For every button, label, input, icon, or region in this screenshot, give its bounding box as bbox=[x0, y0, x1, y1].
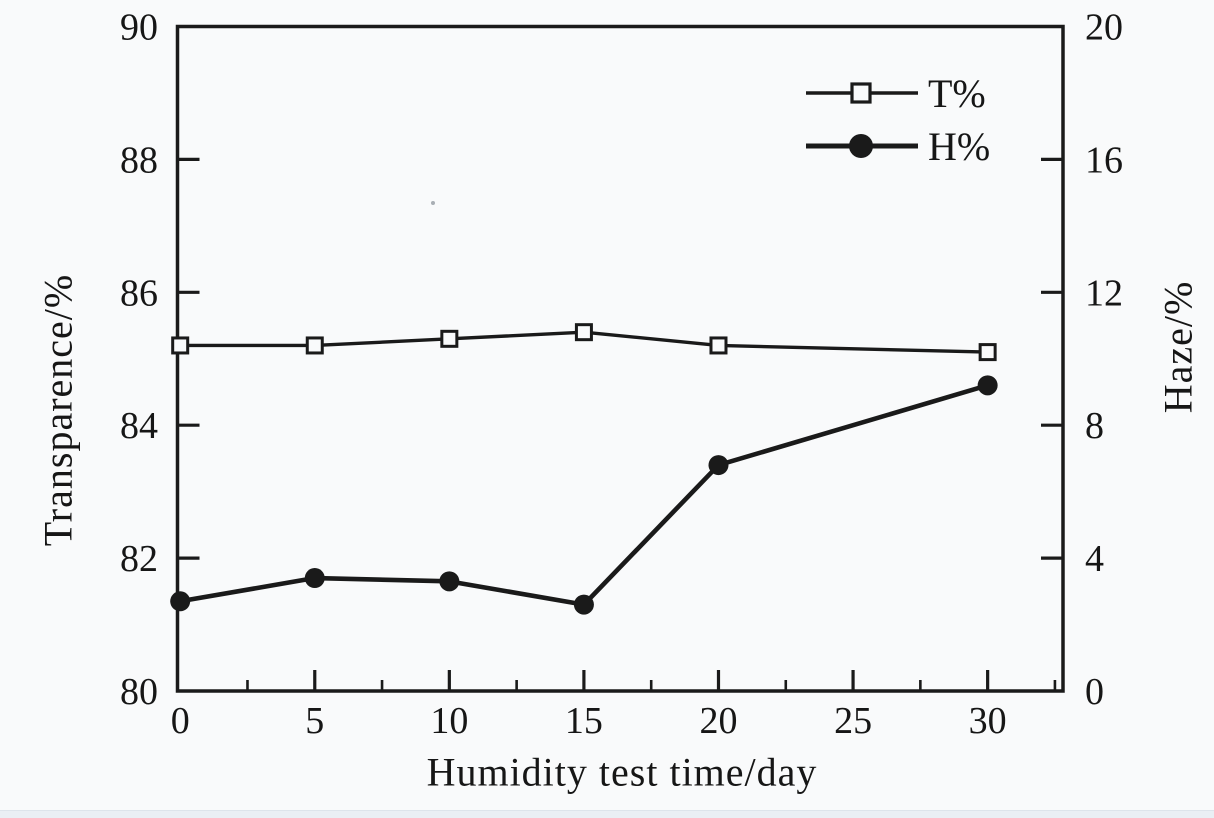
x-tick-label: 5 bbox=[305, 700, 324, 742]
x-tick-label: 20 bbox=[699, 700, 737, 742]
data-point-filled-circle bbox=[708, 455, 729, 476]
scan-edge-strip bbox=[0, 810, 1214, 818]
data-point-filled-circle bbox=[304, 568, 325, 589]
left-tick-label: 80 bbox=[120, 671, 158, 713]
x-tick-label: 0 bbox=[171, 700, 190, 742]
right-tick-label: 8 bbox=[1085, 405, 1104, 447]
right-tick-label: 16 bbox=[1085, 139, 1123, 181]
x-tick-label: 30 bbox=[969, 700, 1007, 742]
legend-label: T% bbox=[928, 71, 986, 116]
x-tick-label: 15 bbox=[565, 700, 603, 742]
data-point-open-square bbox=[171, 336, 190, 355]
legend-marker-open-square bbox=[850, 82, 872, 104]
right-tick-label: 4 bbox=[1085, 538, 1104, 580]
data-point-open-square bbox=[709, 336, 728, 355]
x-axis-title: Humidity test time/day bbox=[426, 749, 818, 795]
left-tick-label: 86 bbox=[120, 272, 158, 314]
right-tick-label: 12 bbox=[1085, 272, 1123, 314]
legend-marker-filled-circle bbox=[849, 134, 873, 158]
left-y-axis-title: Transparence/% bbox=[35, 273, 81, 547]
plot-border bbox=[175, 24, 1065, 693]
x-tick-label: 25 bbox=[834, 700, 872, 742]
data-point-open-square bbox=[574, 323, 593, 342]
data-point-filled-circle bbox=[170, 591, 191, 612]
data-point-filled-circle bbox=[439, 571, 460, 592]
legend-label: H% bbox=[928, 124, 990, 169]
x-tick-label: 10 bbox=[430, 700, 468, 742]
left-tick-label: 82 bbox=[120, 538, 158, 580]
left-tick-label: 84 bbox=[120, 405, 158, 447]
scan-artifact-dot bbox=[431, 201, 435, 205]
series-line-T bbox=[180, 330, 988, 354]
series-line-H bbox=[179, 383, 989, 607]
right-y-axis-title: Haze/% bbox=[1155, 280, 1201, 414]
data-point-open-square bbox=[305, 336, 324, 355]
left-tick-label: 90 bbox=[120, 7, 158, 49]
right-tick-label: 20 bbox=[1085, 7, 1123, 49]
data-point-open-square bbox=[978, 343, 997, 362]
data-point-filled-circle bbox=[977, 375, 998, 396]
left-tick-label: 88 bbox=[120, 139, 158, 181]
data-point-open-square bbox=[440, 329, 459, 348]
right-tick-label: 0 bbox=[1085, 671, 1104, 713]
data-point-filled-circle bbox=[573, 594, 594, 615]
